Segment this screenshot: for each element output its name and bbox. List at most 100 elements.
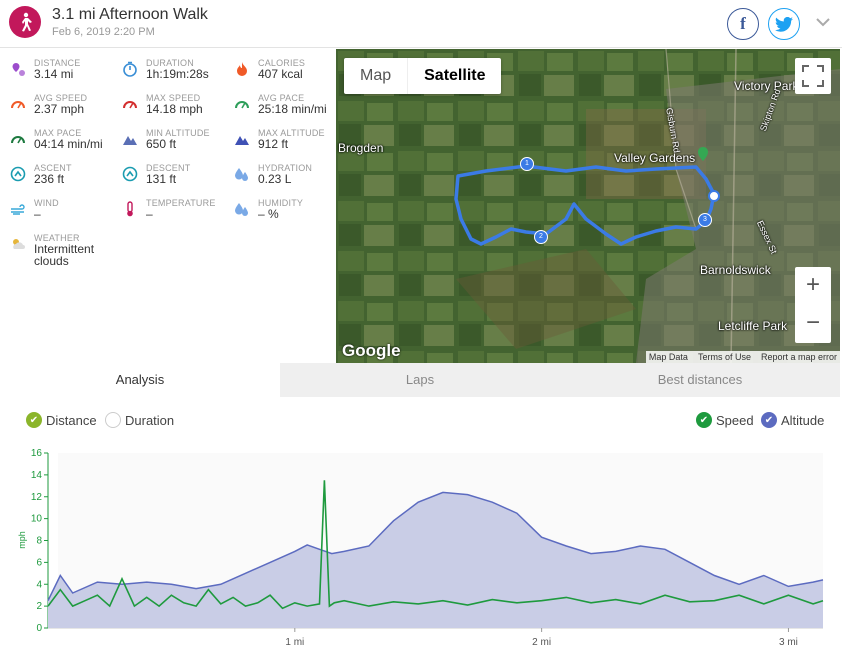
stat-descent: DESCENT 131 ft xyxy=(112,162,224,197)
distance-toggle-label: Distance xyxy=(46,412,97,428)
duration-toggle-label: Duration xyxy=(125,412,175,428)
y-tick-label: 14 xyxy=(31,470,43,481)
twitter-share-button[interactable] xyxy=(768,8,800,40)
stat-label: DURATION xyxy=(146,58,194,68)
tab-best-distances[interactable]: Best distances xyxy=(560,363,840,397)
stat-label: HUMIDITY xyxy=(258,198,304,208)
stat-humidity: HUMIDITY – % xyxy=(224,197,336,232)
stat-value: 407 kcal xyxy=(258,67,303,81)
route-marker-3[interactable]: 3 xyxy=(698,213,712,227)
altitude-area xyxy=(48,492,823,628)
route-marker-2[interactable]: 2 xyxy=(534,230,548,244)
y-tick-label: 12 xyxy=(31,492,43,503)
checkmark-icon: ✔ xyxy=(761,412,777,428)
stat-wind: WIND – xyxy=(0,197,112,232)
stat-value: – xyxy=(146,207,153,221)
satellite-view-button[interactable]: Satellite xyxy=(407,58,501,94)
distance-toggle[interactable]: ✔ Distance xyxy=(26,412,97,428)
map-data-link[interactable]: Map Data xyxy=(648,352,688,362)
zoom-in-button[interactable]: + xyxy=(805,271,820,298)
stat-max-pace: MAX PACE 04:14 min/mi xyxy=(0,127,112,162)
stat-calories: CALORIES 407 kcal xyxy=(224,57,336,92)
tab-analysis[interactable]: Analysis xyxy=(0,363,280,397)
stat-value: 0.23 L xyxy=(258,172,292,186)
speedometer-icon xyxy=(123,101,137,109)
altitude-toggle[interactable]: ✔ Altitude xyxy=(761,412,824,428)
stat-duration: DURATION 1h:19m:28s xyxy=(112,57,224,92)
mountain-icon xyxy=(235,136,249,145)
wind-icon xyxy=(11,204,25,215)
stat-value: 1h:19m:28s xyxy=(146,67,209,81)
stat-value: 3.14 mi xyxy=(34,67,74,81)
distance-icon xyxy=(12,63,25,76)
stat-label: TEMPERATURE xyxy=(146,198,216,208)
x-tick-label: 3 mi xyxy=(779,637,798,648)
analysis-tabs: Analysis Laps Best distances xyxy=(0,363,840,397)
duration-toggle[interactable]: Duration xyxy=(105,412,174,428)
stat-label: DISTANCE xyxy=(34,58,81,68)
stat-max-speed: MAX SPEED 14.18 mph xyxy=(112,92,224,127)
walking-icon xyxy=(9,6,41,38)
stat-distance: DISTANCE 3.14 mi xyxy=(0,57,112,92)
stat-avg-speed: AVG SPEED 2.37 mph xyxy=(0,92,112,127)
chevron-down-icon[interactable] xyxy=(816,14,830,32)
map-view-button[interactable]: Map xyxy=(360,67,392,84)
flame-icon xyxy=(237,62,247,76)
stat-label: AVG PACE xyxy=(258,93,305,103)
speed-toggle[interactable]: ✔ Speed xyxy=(696,412,754,428)
stat-value: 04:14 min/mi xyxy=(34,137,103,151)
stat-avg-pace: AVG PACE 25:18 min/mi xyxy=(224,92,336,127)
altitude-line xyxy=(47,491,824,602)
stat-label: MAX SPEED xyxy=(146,93,201,103)
thermometer-icon xyxy=(127,201,133,217)
activity-header: 3.1 mi Afternoon Walk Feb 6, 2019 2:20 P… xyxy=(0,0,842,48)
speed-altitude-chart[interactable]: 0 2 4 6 8 10 12 14 16 mph 1 mi 2 mi 3 mi xyxy=(0,440,842,654)
route-end-marker[interactable] xyxy=(708,190,720,202)
facebook-icon: f xyxy=(740,14,746,33)
weather-icon xyxy=(13,239,25,249)
route-map[interactable]: Victory Park Brogden Valley Gardens Barn… xyxy=(336,49,840,363)
stat-label: WIND xyxy=(34,198,59,208)
stat-label: CALORIES xyxy=(258,58,306,68)
stat-label: MAX ALTITUDE xyxy=(258,128,325,138)
stat-max-altitude: MAX ALTITUDE 912 ft xyxy=(224,127,336,162)
y-axis-label: mph xyxy=(17,531,27,549)
speedometer-icon xyxy=(11,101,25,109)
stat-label: ASCENT xyxy=(34,163,72,173)
route-marker-1[interactable]: 1 xyxy=(520,157,534,171)
pace-icon xyxy=(11,136,25,144)
x-tick-label: 2 mi xyxy=(532,637,551,648)
tab-laps[interactable]: Laps xyxy=(280,363,560,397)
facebook-share-button[interactable]: f xyxy=(727,8,759,40)
stat-ascent: ASCENT 236 ft xyxy=(0,162,112,197)
stat-value: 912 ft xyxy=(258,137,289,151)
stat-label: MIN ALTITUDE xyxy=(146,128,210,138)
map-type-toggle: Map Satellite xyxy=(344,58,502,94)
y-tick-label: 2 xyxy=(36,601,42,612)
stat-value: – % xyxy=(258,207,279,221)
pace-icon xyxy=(235,101,249,109)
activity-title: 3.1 mi Afternoon Walk xyxy=(52,6,208,23)
stat-label: DESCENT xyxy=(146,163,191,173)
fullscreen-button[interactable] xyxy=(795,58,831,94)
zoom-out-button[interactable]: − xyxy=(805,309,820,336)
speed-toggle-label: Speed xyxy=(716,412,754,428)
stat-hydration: HYDRATION 0.23 L xyxy=(224,162,336,197)
route-path xyxy=(454,164,716,246)
stat-value: – xyxy=(34,207,41,221)
map-label-valley-gardens: Valley Gardens xyxy=(614,151,696,165)
terms-of-use-link[interactable]: Terms of Use xyxy=(697,352,751,362)
activity-date: Feb 6, 2019 2:20 PM xyxy=(52,26,155,38)
checkmark-icon: ✔ xyxy=(26,412,42,428)
stat-label: AVG SPEED xyxy=(34,93,88,103)
report-map-error-link[interactable]: Report a map error xyxy=(760,352,837,362)
map-label-letcliffe-park: Letcliffe Park xyxy=(718,319,788,333)
x-tick-label: 1 mi xyxy=(285,637,304,648)
y-tick-label: 4 xyxy=(36,579,42,590)
y-tick-label: 0 xyxy=(36,623,42,634)
y-tick-label: 6 xyxy=(36,557,42,568)
radio-empty-icon xyxy=(105,412,121,428)
stat-value: Intermittent clouds xyxy=(34,242,95,268)
stopwatch-icon xyxy=(123,61,137,77)
y-tick-label: 10 xyxy=(31,514,43,525)
